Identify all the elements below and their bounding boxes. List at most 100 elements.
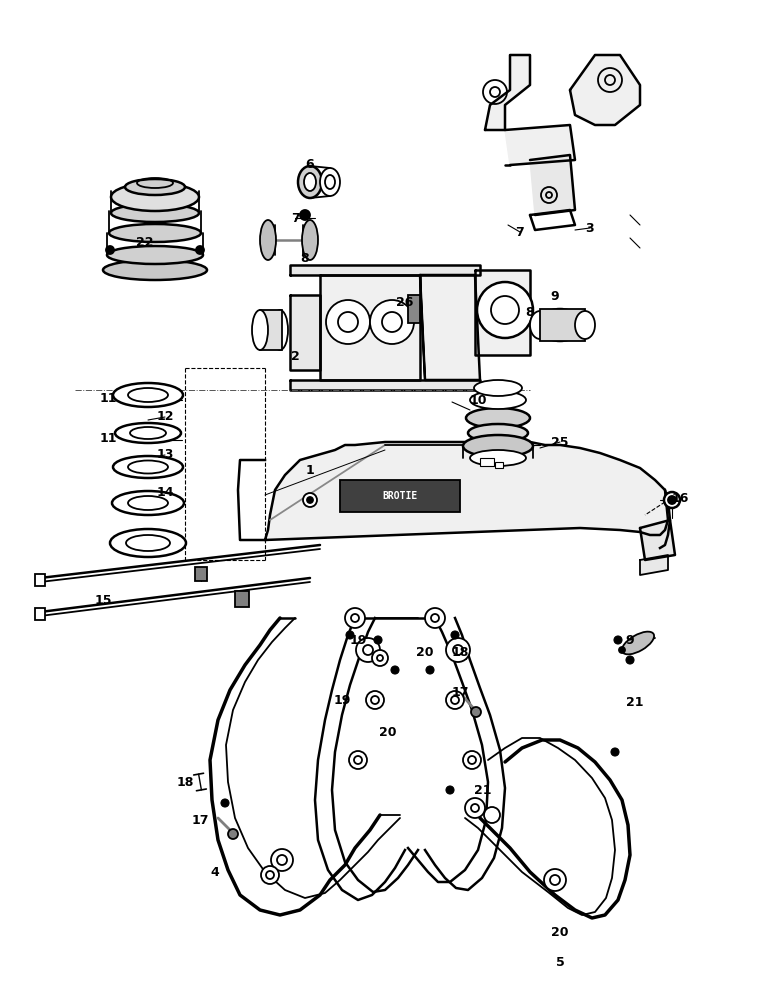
Text: 21: 21 bbox=[626, 696, 644, 708]
Text: BROTIE: BROTIE bbox=[382, 491, 418, 501]
Bar bbox=[540, 309, 585, 341]
Text: 17: 17 bbox=[452, 686, 469, 698]
Text: 17: 17 bbox=[191, 814, 208, 826]
Text: 20: 20 bbox=[416, 646, 434, 658]
Ellipse shape bbox=[468, 424, 528, 442]
Circle shape bbox=[326, 300, 370, 344]
Bar bbox=[495, 462, 503, 468]
Text: 1: 1 bbox=[306, 464, 314, 477]
Circle shape bbox=[346, 631, 354, 639]
Ellipse shape bbox=[272, 310, 288, 350]
Ellipse shape bbox=[575, 311, 595, 339]
Text: 11: 11 bbox=[100, 432, 117, 444]
Text: 10: 10 bbox=[469, 393, 487, 406]
Circle shape bbox=[372, 650, 388, 666]
Text: 22: 22 bbox=[136, 235, 154, 248]
Text: 18: 18 bbox=[452, 646, 469, 658]
Text: 11: 11 bbox=[100, 391, 117, 404]
Text: 18: 18 bbox=[176, 776, 194, 788]
Ellipse shape bbox=[304, 173, 316, 191]
Polygon shape bbox=[505, 125, 575, 165]
Polygon shape bbox=[485, 55, 530, 130]
Text: 8: 8 bbox=[526, 306, 534, 318]
Ellipse shape bbox=[474, 380, 522, 396]
Text: 9: 9 bbox=[625, 634, 635, 647]
Circle shape bbox=[426, 666, 434, 674]
Bar bbox=[260, 310, 282, 350]
Polygon shape bbox=[475, 270, 530, 355]
Circle shape bbox=[228, 829, 238, 839]
Ellipse shape bbox=[113, 383, 183, 407]
Circle shape bbox=[425, 608, 445, 628]
Circle shape bbox=[484, 807, 500, 823]
Bar bbox=[340, 480, 460, 512]
Text: 5: 5 bbox=[556, 956, 564, 968]
Text: 19: 19 bbox=[349, 634, 367, 647]
Text: 20: 20 bbox=[379, 726, 397, 738]
Ellipse shape bbox=[463, 435, 533, 457]
Polygon shape bbox=[265, 442, 668, 540]
Polygon shape bbox=[320, 275, 420, 380]
Circle shape bbox=[614, 636, 622, 644]
Ellipse shape bbox=[622, 632, 654, 654]
Bar bbox=[195, 567, 207, 581]
Text: 4: 4 bbox=[211, 865, 219, 879]
Bar bbox=[480, 458, 494, 466]
Circle shape bbox=[626, 656, 634, 664]
Circle shape bbox=[374, 636, 382, 644]
Circle shape bbox=[465, 798, 485, 818]
Circle shape bbox=[261, 866, 279, 884]
Ellipse shape bbox=[107, 246, 203, 264]
Circle shape bbox=[356, 638, 380, 662]
Circle shape bbox=[106, 246, 114, 254]
Polygon shape bbox=[420, 275, 480, 380]
Text: 9: 9 bbox=[550, 290, 559, 304]
Text: 6: 6 bbox=[306, 158, 314, 172]
Polygon shape bbox=[290, 265, 480, 275]
Text: 7: 7 bbox=[290, 212, 300, 225]
Bar bbox=[408, 295, 420, 323]
Ellipse shape bbox=[111, 204, 199, 222]
Ellipse shape bbox=[470, 450, 526, 466]
Polygon shape bbox=[640, 555, 668, 575]
Text: 13: 13 bbox=[156, 448, 174, 462]
Circle shape bbox=[221, 799, 229, 807]
Ellipse shape bbox=[103, 260, 207, 280]
Circle shape bbox=[619, 647, 625, 653]
Circle shape bbox=[446, 638, 470, 662]
Ellipse shape bbox=[125, 179, 185, 195]
Circle shape bbox=[446, 786, 454, 794]
Circle shape bbox=[345, 608, 365, 628]
Polygon shape bbox=[290, 295, 320, 370]
Circle shape bbox=[303, 493, 317, 507]
Circle shape bbox=[668, 496, 676, 504]
Circle shape bbox=[463, 751, 481, 769]
Ellipse shape bbox=[111, 183, 199, 211]
Circle shape bbox=[477, 282, 533, 338]
Circle shape bbox=[307, 497, 313, 503]
Ellipse shape bbox=[538, 309, 582, 341]
Ellipse shape bbox=[470, 391, 526, 409]
Circle shape bbox=[611, 748, 619, 756]
Text: 16: 16 bbox=[672, 491, 689, 504]
Text: 15: 15 bbox=[94, 593, 112, 606]
Ellipse shape bbox=[112, 491, 184, 515]
Text: 8: 8 bbox=[300, 251, 310, 264]
Circle shape bbox=[446, 691, 464, 709]
Polygon shape bbox=[530, 155, 575, 215]
Text: 19: 19 bbox=[334, 694, 350, 706]
Text: 3: 3 bbox=[586, 222, 594, 234]
Ellipse shape bbox=[115, 423, 181, 443]
Text: 14: 14 bbox=[156, 486, 174, 498]
Text: 7: 7 bbox=[516, 226, 524, 238]
Ellipse shape bbox=[530, 311, 550, 339]
Ellipse shape bbox=[302, 220, 318, 260]
Circle shape bbox=[391, 666, 399, 674]
Circle shape bbox=[544, 869, 566, 891]
Circle shape bbox=[300, 210, 310, 220]
Circle shape bbox=[451, 631, 459, 639]
Ellipse shape bbox=[109, 224, 201, 242]
Circle shape bbox=[196, 246, 204, 254]
Polygon shape bbox=[570, 55, 640, 125]
Ellipse shape bbox=[252, 310, 268, 350]
